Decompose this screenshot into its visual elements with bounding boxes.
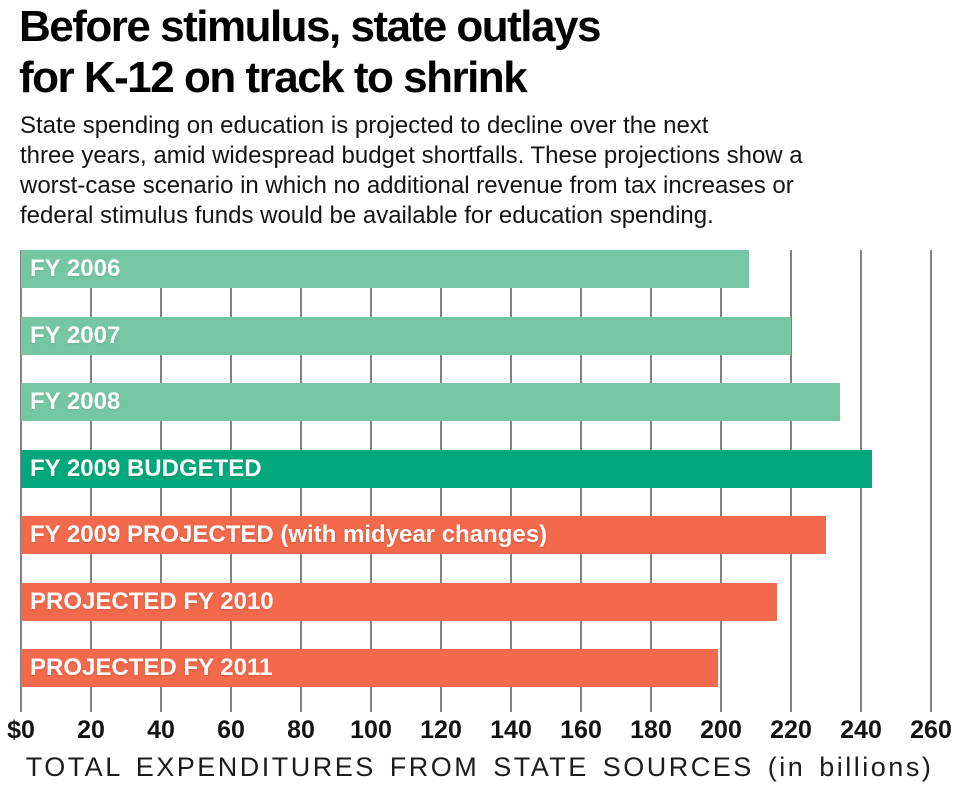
bar-fy-2006: FY 2006 (21, 250, 749, 288)
x-tick-label: 100 (350, 716, 392, 744)
chart-title-line-1: Before stimulus, state outlays (19, 2, 601, 51)
bar-fy-2009-budgeted: FY 2009 BUDGETED (21, 450, 872, 488)
chart-subtitle-line: State spending on education is projected… (20, 112, 709, 139)
bar-label: FY 2007 (30, 322, 121, 349)
bar-chart: TOTAL EXPENDITURES FROM STATE SOURCES (i… (0, 250, 959, 800)
bar-fy-2007: FY 2007 (21, 317, 791, 355)
x-tick-label: 120 (420, 716, 462, 744)
x-tick-label: 180 (630, 716, 672, 744)
x-tick-label: 60 (217, 716, 245, 744)
gridline (930, 250, 932, 712)
x-tick-label: 200 (700, 716, 742, 744)
bar-label: PROJECTED FY 2010 (30, 588, 274, 615)
chart-subtitle-line: federal stimulus funds would be availabl… (20, 202, 714, 229)
bar-label: PROJECTED FY 2011 (30, 654, 273, 681)
x-tick-label: 220 (770, 716, 812, 744)
bar-projected-fy-2010: PROJECTED FY 2010 (21, 583, 777, 621)
bar-projected-fy-2011: PROJECTED FY 2011 (21, 649, 718, 687)
chart-title: Before stimulus, state outlays for K-12 … (19, 1, 601, 103)
bar-fy-2008: FY 2008 (21, 383, 840, 421)
bar-label: FY 2008 (30, 388, 121, 415)
chart-subtitle: State spending on education is projected… (20, 111, 803, 231)
bar-label: FY 2009 BUDGETED (30, 455, 262, 482)
bar-label: FY 2009 PROJECTED (with midyear changes) (30, 521, 548, 548)
x-tick-label: 160 (560, 716, 602, 744)
bar-label: FY 2006 (30, 255, 121, 282)
chart-subtitle-line: three years, amid widespread budget shor… (20, 142, 803, 169)
x-tick-label: 140 (490, 716, 532, 744)
x-tick-label: 240 (840, 716, 882, 744)
x-tick-label: $0 (7, 716, 35, 744)
x-tick-label: 260 (910, 716, 952, 744)
x-axis-label: TOTAL EXPENDITURES FROM STATE SOURCES (i… (25, 752, 934, 782)
x-tick-label: 80 (287, 716, 315, 744)
chart-title-line-2: for K-12 on track to shrink (19, 53, 528, 102)
chart-subtitle-line: worst-case scenario in which no addition… (20, 172, 794, 199)
bar-fy-2009-projected-with-midyear-changes: FY 2009 PROJECTED (with midyear changes) (21, 516, 826, 554)
x-tick-label: 40 (147, 716, 175, 744)
x-tick-label: 20 (77, 716, 105, 744)
